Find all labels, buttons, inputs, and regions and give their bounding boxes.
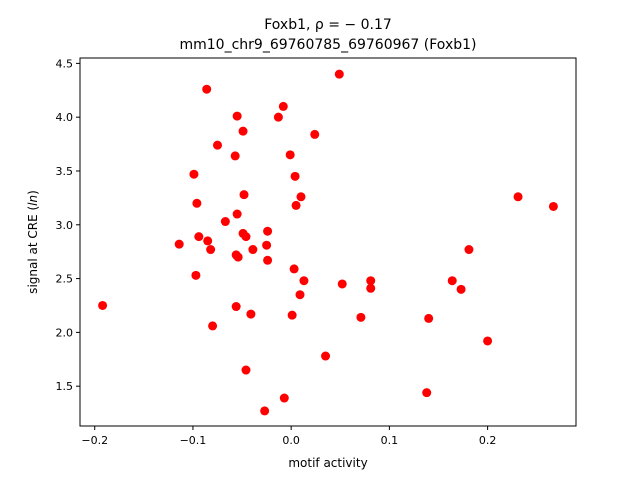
data-point (422, 388, 432, 398)
data-point (203, 236, 213, 246)
data-point (337, 279, 347, 289)
y-axis-ticks: 1.5 2.0 2.5 3.0 3.5 4.0 4.5 (56, 57, 80, 393)
y-axis-label-suffix: ) (26, 190, 40, 195)
data-point (290, 171, 300, 181)
y-tick-label: 2.0 (56, 326, 74, 339)
x-tick-label: −0.2 (81, 434, 108, 447)
data-point (206, 245, 216, 255)
data-point (191, 270, 201, 280)
y-tick-label: 1.5 (56, 380, 74, 393)
data-point (232, 111, 242, 121)
x-axis-ticks: −0.2 −0.1 0.0 0.1 0.2 (81, 426, 496, 447)
data-point (295, 290, 305, 300)
data-point (296, 192, 306, 202)
data-point (98, 300, 108, 310)
data-point (321, 351, 331, 361)
y-tick-label: 4.5 (56, 57, 74, 70)
data-point (194, 232, 204, 242)
data-point (262, 240, 272, 250)
data-point (213, 140, 223, 150)
data-point (273, 112, 283, 122)
data-points (98, 69, 558, 416)
x-axis-label: motif activity (288, 456, 367, 470)
data-point (464, 245, 474, 255)
data-point (279, 393, 289, 403)
data-point (238, 126, 248, 136)
data-point (220, 217, 230, 227)
data-point (189, 169, 199, 179)
data-point (260, 406, 270, 416)
data-point (447, 276, 457, 286)
data-point (232, 209, 242, 219)
data-point (239, 190, 249, 200)
x-tick-label: 0.2 (479, 434, 497, 447)
data-point (483, 336, 493, 346)
data-point (366, 276, 376, 286)
y-tick-label: 3.5 (56, 165, 74, 178)
data-point (310, 129, 320, 139)
x-tick-label: −0.1 (180, 434, 207, 447)
data-point (231, 302, 241, 312)
data-point (285, 150, 295, 160)
x-tick-label: 0.0 (282, 434, 300, 447)
y-axis-label: signal at CRE (ln) (26, 190, 40, 294)
data-point (241, 365, 251, 375)
data-point (513, 192, 523, 202)
data-point (456, 284, 466, 294)
plot-frame (79, 57, 577, 427)
data-point (230, 151, 240, 161)
data-point (248, 245, 258, 255)
data-point (263, 226, 273, 236)
y-tick-label: 2.5 (56, 273, 74, 286)
chart-title-line-1: Foxb1, ρ = − 0.17 (264, 17, 392, 33)
data-point (334, 69, 344, 79)
data-point (233, 252, 243, 262)
data-point (263, 255, 273, 265)
data-point (299, 276, 309, 286)
data-point (241, 232, 251, 242)
data-point (424, 313, 434, 323)
data-point (246, 309, 256, 319)
data-point (192, 198, 202, 208)
data-point (366, 283, 376, 293)
y-tick-label: 4.0 (56, 111, 74, 124)
data-point (287, 310, 297, 320)
y-axis-label-prefix: signal at CRE ( (26, 206, 40, 294)
data-point (174, 239, 184, 249)
data-point (291, 200, 301, 210)
data-point (289, 264, 299, 274)
data-point (548, 201, 558, 211)
x-tick-label: 0.1 (381, 434, 399, 447)
data-point (208, 321, 218, 331)
data-point (356, 312, 366, 322)
data-point (202, 84, 212, 94)
y-tick-label: 3.0 (56, 219, 74, 232)
data-point (278, 101, 288, 111)
chart-title-line-2: mm10_chr9_69760785_69760967 (Foxb1) (180, 37, 477, 53)
y-axis-label-unit: ln (26, 195, 40, 206)
